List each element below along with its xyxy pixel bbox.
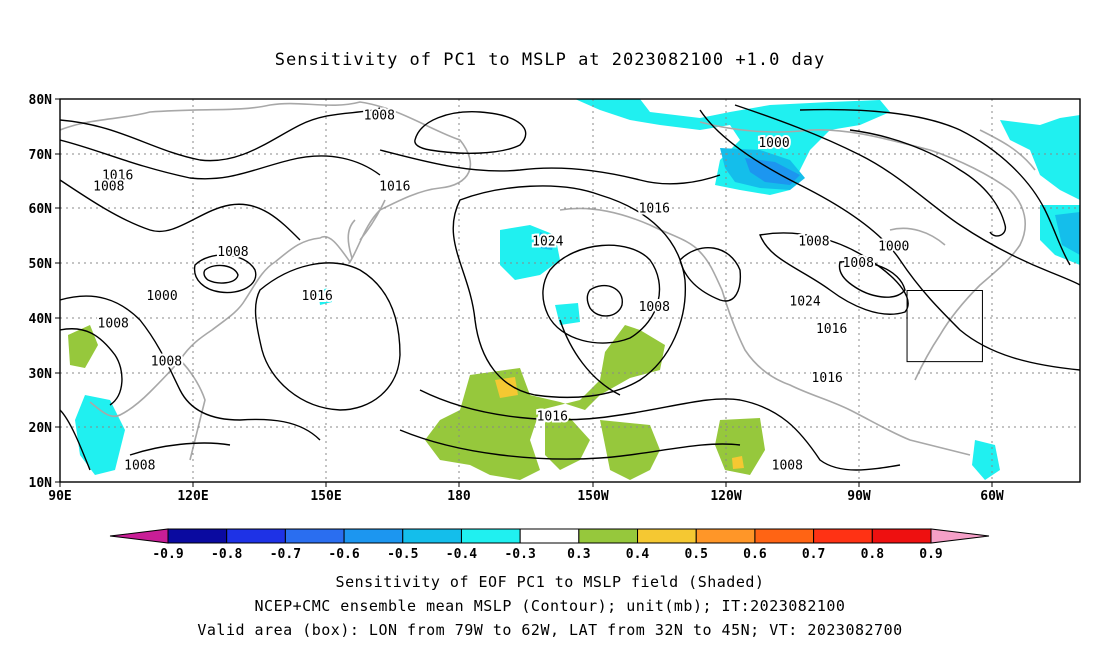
contour-label: 1008 bbox=[798, 234, 829, 249]
valid-area-box bbox=[906, 290, 983, 363]
contour-label: 1016 bbox=[812, 371, 843, 386]
shade-patch bbox=[540, 232, 555, 250]
colorbar-segment bbox=[578, 528, 639, 544]
colorbar-high-arrow bbox=[930, 528, 990, 544]
colorbar-label: -0.4 bbox=[446, 547, 477, 562]
shade-patch bbox=[972, 440, 1000, 480]
colorbar-segment bbox=[460, 528, 521, 544]
shade-patch bbox=[68, 325, 98, 368]
colorbar-label: 0.7 bbox=[802, 547, 825, 562]
lat-axis: 80N 70N 60N 50N 40N 30N 20N 10N bbox=[29, 93, 60, 491]
colorbar-label: 0.5 bbox=[684, 547, 707, 562]
lon-label: 120W bbox=[710, 489, 741, 504]
contour-label: 1016 bbox=[639, 201, 670, 216]
contour-label: 1016 bbox=[537, 409, 568, 424]
colorbar-label: 0.3 bbox=[567, 547, 590, 562]
colorbar: -0.9 -0.8 -0.7 -0.6 -0.5 -0.4 -0.3 0.3 0.4 0.5 0.6… bbox=[109, 528, 990, 562]
colorbar-segment bbox=[813, 528, 873, 544]
colorbar-label: 0.9 bbox=[919, 547, 942, 562]
lon-label: 150E bbox=[310, 489, 341, 504]
shade-patch bbox=[500, 225, 560, 280]
lon-label: 180 bbox=[447, 489, 471, 504]
colorbar-label: 0.6 bbox=[743, 547, 767, 562]
colorbar-segment bbox=[871, 528, 932, 544]
lat-label: 10N bbox=[29, 476, 53, 491]
shade-patch bbox=[600, 420, 660, 480]
contour-label: 1000 bbox=[878, 240, 909, 255]
contour-label: 1008 bbox=[93, 180, 124, 195]
lat-label: 40N bbox=[29, 312, 53, 327]
lat-label: 30N bbox=[29, 367, 53, 382]
shade-patch bbox=[715, 418, 765, 475]
map-frame bbox=[59, 98, 1081, 483]
colorbar-segment bbox=[637, 528, 697, 544]
colorbar-label: -0.9 bbox=[152, 547, 183, 562]
contour-label: 1016 bbox=[379, 180, 410, 195]
contour-label: 1000 bbox=[146, 289, 177, 304]
lon-label: 60W bbox=[980, 489, 1004, 504]
colorbar-segment bbox=[519, 528, 580, 544]
contour-label: 1024 bbox=[789, 294, 820, 309]
contour-label: 1008 bbox=[217, 245, 248, 260]
lat-label: 70N bbox=[29, 148, 53, 163]
shade-patch bbox=[555, 303, 580, 325]
lat-label: 50N bbox=[29, 257, 53, 272]
shade-patch bbox=[545, 418, 590, 470]
shade-patch bbox=[575, 99, 890, 195]
colorbar-segment bbox=[226, 528, 286, 544]
colorbar-label: -0.8 bbox=[211, 547, 242, 562]
shade-patch bbox=[1000, 115, 1080, 200]
colorbar-segment bbox=[754, 528, 815, 544]
graticule bbox=[60, 99, 1080, 482]
shade-patch bbox=[425, 325, 665, 480]
colorbar-label: 0.4 bbox=[626, 547, 650, 562]
shade-patch bbox=[495, 377, 518, 398]
contour-label: 1000 bbox=[758, 136, 789, 151]
colorbar-segment bbox=[167, 528, 228, 544]
caption-line-2: NCEP+CMC ensemble mean MSLP (Contour); u… bbox=[254, 597, 846, 615]
colorbar-label: -0.7 bbox=[270, 547, 301, 562]
contour-label: 1008 bbox=[639, 300, 670, 315]
colorbar-segment bbox=[343, 528, 404, 544]
shade-patch bbox=[318, 288, 332, 305]
mslp-contours bbox=[60, 104, 1080, 471]
lon-label: 120E bbox=[177, 489, 208, 504]
lat-label: 20N bbox=[29, 421, 53, 436]
lon-label: 90W bbox=[847, 489, 871, 504]
lon-label: 90E bbox=[48, 489, 71, 504]
contour-label: 1008 bbox=[364, 108, 395, 123]
contour-label: 1008 bbox=[772, 459, 803, 474]
lon-label: 150W bbox=[577, 489, 608, 504]
contour-label: 1008 bbox=[98, 316, 129, 331]
colorbar-segment bbox=[402, 528, 462, 544]
colorbar-label: -0.5 bbox=[387, 547, 418, 562]
colorbar-segment bbox=[695, 528, 756, 544]
shade-patch bbox=[732, 456, 744, 469]
sensitivity-shading bbox=[68, 99, 1080, 480]
contour-label: 1008 bbox=[124, 459, 155, 474]
contour-label: 1016 bbox=[302, 289, 333, 304]
shade-patch bbox=[75, 395, 125, 475]
lat-label: 80N bbox=[29, 93, 53, 108]
caption-line-1: Sensitivity of EOF PC1 to MSLP field (Sh… bbox=[335, 573, 765, 591]
colorbar-segment bbox=[284, 528, 345, 544]
plot-title: Sensitivity of PC1 to MSLP at 2023082100… bbox=[274, 50, 826, 70]
shade-patch bbox=[1055, 212, 1080, 255]
lon-axis: 90E 120E 150E 180 150W 120W 90W 60W bbox=[48, 482, 1004, 504]
contour-label: 1008 bbox=[151, 355, 182, 370]
colorbar-label: -0.6 bbox=[328, 547, 359, 562]
caption-line-3: Valid area (box): LON from 79W to 62W, L… bbox=[197, 621, 903, 639]
coastlines bbox=[60, 101, 1036, 461]
contour-label: 1024 bbox=[532, 234, 563, 249]
colorbar-label: -0.3 bbox=[504, 547, 535, 562]
colorbar-low-arrow bbox=[109, 528, 169, 544]
lat-label: 60N bbox=[29, 202, 53, 217]
contour-label: 1016 bbox=[102, 169, 133, 184]
contour-label: 1016 bbox=[816, 322, 847, 337]
contour-label: 1008 bbox=[843, 256, 874, 271]
colorbar-label: 0.8 bbox=[861, 547, 885, 562]
